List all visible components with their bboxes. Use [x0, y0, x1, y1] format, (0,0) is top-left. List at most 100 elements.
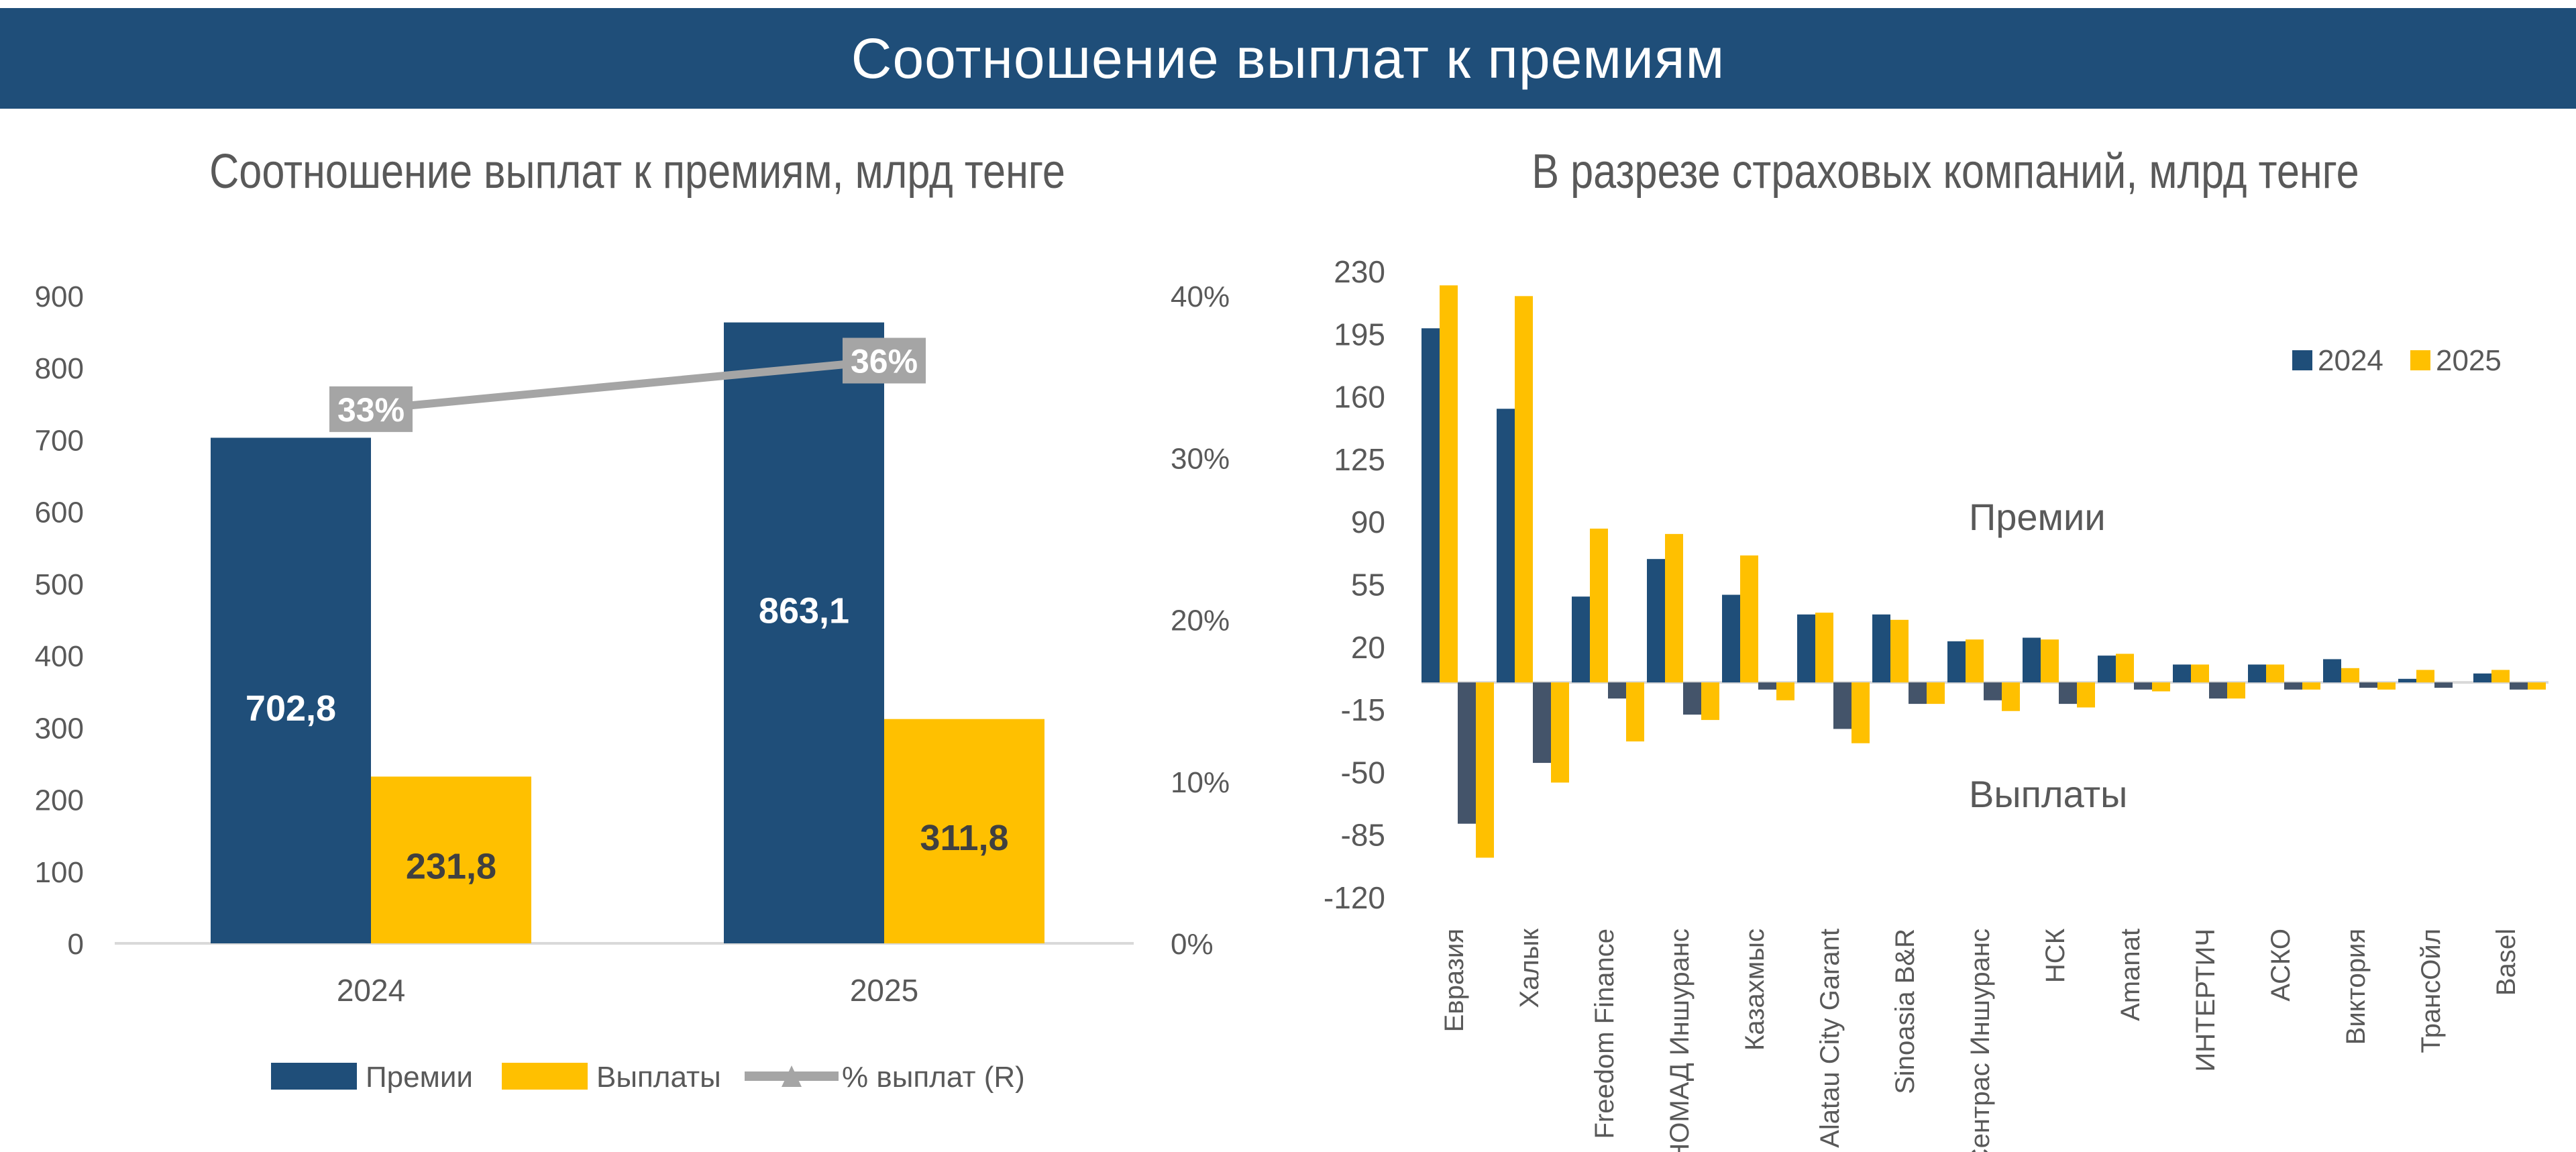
bar-payout-2024: [2209, 682, 2227, 699]
annotation-payouts: Выплаты: [1969, 773, 2127, 815]
bar-premium-2024: [2473, 673, 2491, 683]
bar-premium-2024: [2173, 664, 2191, 683]
legend-label-premium: Премии: [366, 1061, 473, 1094]
bar-payout-2025: [1776, 682, 1794, 700]
data-label-box: [843, 337, 926, 384]
bar-payout-2025: [2152, 682, 2170, 692]
y-tick-label: 230: [1334, 254, 1385, 289]
data-label-box: [329, 386, 413, 432]
legend-label-2025: 2025: [2436, 344, 2502, 377]
bar-premium-2024: [1797, 614, 1815, 683]
bar-payout-2025: [2528, 682, 2546, 690]
y-tick-label: 55: [1351, 568, 1385, 603]
legend-swatch-premium: [271, 1063, 357, 1090]
y-tick-label: 160: [1334, 380, 1385, 415]
page-title: Соотношение выплат к премиям: [851, 26, 1725, 90]
x-tick-label: Казахмыс: [1740, 929, 1770, 1051]
y-tick-label: 100: [35, 856, 84, 889]
bar-payout-2024: [1533, 682, 1551, 764]
bar-premium-2024: [1722, 594, 1740, 683]
bar-payout-2024: [2134, 682, 2152, 690]
x-tick-label: Amanat: [2116, 929, 2145, 1021]
bar-payout-2024: [1458, 682, 1476, 824]
bar-payout-2025: [1551, 682, 1569, 783]
legend-swatch-payout: [502, 1063, 588, 1090]
x-tick-label: Freedom Finance: [1590, 929, 1619, 1139]
bar-payout-2024: [2359, 682, 2377, 688]
bar-payout-2025: [2002, 682, 2020, 711]
y2-tick-label: 20%: [1171, 605, 1230, 637]
bar-payout-2024: [1833, 682, 1851, 729]
bar-payout: [884, 719, 1044, 943]
bar-premium-2024: [2398, 678, 2416, 683]
bar-premium: [724, 322, 884, 943]
data-label-payout: 311,8: [920, 818, 1008, 858]
y2-tick-label: 0%: [1171, 928, 1214, 961]
legend-label-2024: 2024: [2318, 344, 2383, 377]
bar-premium-2025: [2491, 670, 2510, 683]
y2-tick-label: 10%: [1171, 766, 1230, 799]
data-label-premium: 702,8: [246, 688, 336, 729]
x-tick-label: Alatau City Garant: [1815, 929, 1845, 1148]
bar-premium-2024: [1421, 328, 1440, 683]
bar-payout: [371, 776, 531, 943]
y-tick-label: 195: [1334, 317, 1385, 352]
bar-payout-2024: [2434, 682, 2453, 688]
bar-payout-2025: [1927, 682, 1945, 704]
legend-swatch-2024: [2292, 350, 2312, 370]
x-tick-label: ТрансОйл: [2416, 929, 2446, 1053]
bar-premium-2025: [2116, 653, 2134, 683]
legend-swatch-2025: [2410, 350, 2430, 370]
legend-label-ratio: % выплат (R): [842, 1061, 1025, 1094]
x-tick-label: Basel: [2491, 929, 2521, 996]
bar-premium-2025: [1890, 619, 1909, 683]
data-label-ratio: 36%: [851, 343, 918, 380]
x-tick-label: Виктория: [2341, 929, 2371, 1045]
x-tick-label: Евразия: [1440, 929, 1469, 1032]
bar-payout-2024: [1608, 682, 1626, 699]
bar-premium-2025: [2191, 664, 2209, 683]
bar-payout-2025: [1476, 682, 1494, 858]
x-tick-label: Сентрас Иншуранс: [1966, 929, 1995, 1152]
y-tick-label: 0: [68, 928, 84, 961]
bar-payout-2025: [1851, 682, 1870, 743]
bar-premium-2025: [1815, 613, 1833, 683]
bar-premium-2025: [1590, 528, 1608, 683]
bar-payout-2025: [1701, 682, 1719, 721]
bar-premium-2024: [2023, 637, 2041, 683]
bar-payout-2024: [2284, 682, 2302, 690]
y-tick-label: 700: [35, 424, 84, 457]
bar-premium-2025: [1440, 285, 1458, 683]
y2-tick-label: 40%: [1171, 280, 1230, 313]
bar-premium-2024: [1647, 559, 1665, 683]
legend-label-payout: Выплаты: [596, 1061, 721, 1094]
bar-payout-2024: [1984, 682, 2002, 700]
legend-marker-triangle-icon: [782, 1065, 802, 1087]
bar-premium-2025: [1740, 555, 1758, 683]
y-tick-label: -85: [1341, 818, 1385, 853]
bar-payout-2025: [2302, 682, 2320, 690]
y-tick-label: 20: [1351, 630, 1385, 665]
y-tick-label: 90: [1351, 505, 1385, 539]
bar-premium-2024: [2248, 664, 2266, 683]
y-tick-label: 600: [35, 496, 84, 529]
y-tick-label: 125: [1334, 442, 1385, 477]
bar-premium-2024: [1497, 409, 1515, 683]
bar-payout-2025: [2227, 682, 2245, 699]
bar-premium: [211, 437, 371, 943]
bar-premium-2025: [1966, 639, 1984, 683]
bar-payout-2025: [2377, 682, 2396, 690]
bar-payout-2025: [1626, 682, 1644, 742]
x-tick-label: 2025: [850, 973, 918, 1008]
x-tick-label: АСКО: [2266, 929, 2296, 1002]
bar-premium-2025: [2041, 639, 2059, 683]
data-label-ratio: 33%: [337, 391, 405, 429]
line-payout-ratio: [370, 356, 885, 413]
bar-payout-2024: [1758, 682, 1776, 690]
bar-premium-2024: [1572, 596, 1590, 683]
bar-premium-2024: [2098, 656, 2116, 683]
y-tick-label: 200: [35, 784, 84, 817]
data-label-premium: 863,1: [759, 590, 849, 631]
bar-payout-2024: [2510, 682, 2528, 690]
